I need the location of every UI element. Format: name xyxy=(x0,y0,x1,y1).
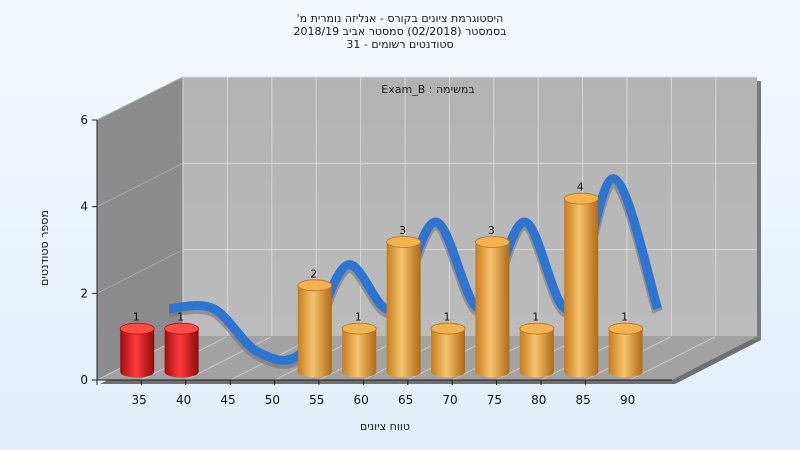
bar-value-label: 4 xyxy=(577,181,584,194)
x-tick-label: 55 xyxy=(309,393,324,407)
y-tick-label: 2 xyxy=(80,286,88,300)
bar: 2 xyxy=(297,267,333,378)
axes: 0 2 4 6 35 40 45 50 55 60 65 70 75 80 85 90 xyxy=(80,113,672,407)
floor-gridline xyxy=(629,336,716,381)
x-tick-label: 40 xyxy=(176,393,191,407)
x-tick-label: 60 xyxy=(354,393,369,407)
title-line-2: בסמסטר (02/2018) סמסטר אביב 2018/19 xyxy=(293,25,506,38)
bar-value-label: 2 xyxy=(310,267,317,280)
chart-title: היסטוגרמת ציונים בקורס - אנליזה נומרית מ… xyxy=(293,12,506,51)
bar-top xyxy=(341,322,377,335)
bar-body xyxy=(519,328,554,378)
left-gridline xyxy=(96,76,184,121)
bar-value-label: 1 xyxy=(444,311,451,324)
bar-body xyxy=(342,328,377,378)
x-tick-label: 45 xyxy=(220,393,235,407)
bar: 1 xyxy=(164,311,200,378)
bar-body xyxy=(475,242,510,378)
bar-top xyxy=(563,192,599,205)
bar-top xyxy=(164,322,200,335)
x-tick-label: 75 xyxy=(487,393,502,407)
bar-value-label: 1 xyxy=(621,311,628,324)
x-tick-label: 90 xyxy=(620,393,635,407)
bar-top xyxy=(297,279,333,292)
x-tick-label: 85 xyxy=(576,393,591,407)
bar-value-label: 1 xyxy=(355,311,362,324)
bar-top xyxy=(119,322,155,335)
x-tick-label: 35 xyxy=(132,393,147,407)
left-wall xyxy=(97,77,183,380)
bar: 3 xyxy=(474,224,510,378)
bar-value-label: 1 xyxy=(177,311,184,324)
left-gridline xyxy=(96,249,184,294)
bar-body xyxy=(564,198,599,378)
bar-top xyxy=(474,236,510,248)
back-wall xyxy=(183,77,757,336)
bar: 1 xyxy=(430,311,466,378)
x-tick-label: 65 xyxy=(398,393,413,407)
x-tick-label: 80 xyxy=(531,393,546,407)
bar-value-label: 1 xyxy=(532,311,539,324)
bar: 1 xyxy=(341,311,377,378)
bar-top xyxy=(608,322,643,335)
bar-value-label: 1 xyxy=(133,311,140,324)
bar: 3 xyxy=(386,224,422,378)
bar-top xyxy=(430,322,466,335)
bar-body xyxy=(297,285,332,378)
bar: 1 xyxy=(608,311,643,378)
x-axis-title: טווח ציונים xyxy=(360,420,410,433)
bar-body xyxy=(608,328,643,378)
y-tick-label: 4 xyxy=(80,200,88,214)
left-gridline xyxy=(96,162,184,208)
chart-subtitle: Exam_B : במשימה xyxy=(381,83,474,96)
y-axis-title: מספר סטודנטים xyxy=(38,210,51,286)
bar-body xyxy=(164,328,199,378)
floor-gridline xyxy=(185,336,272,381)
bar: 1 xyxy=(119,311,155,378)
bar-body xyxy=(120,328,155,378)
bar: 1 xyxy=(519,311,555,378)
y-tick-label: 6 xyxy=(80,113,88,127)
title-line-3: סטודנטים רשומים - 31 xyxy=(346,38,453,51)
bar-top xyxy=(386,236,422,248)
x-tick-label: 70 xyxy=(442,393,457,407)
bar-body xyxy=(431,328,465,378)
x-tick-label: 50 xyxy=(265,393,280,407)
y-tick-label: 0 xyxy=(80,373,88,387)
title-line-1: היסטוגרמת ציונים בקורס - אנליזה נומרית מ… xyxy=(297,12,504,25)
bar-top xyxy=(519,322,555,335)
bar-value-label: 3 xyxy=(488,224,495,237)
bar-body xyxy=(386,242,421,378)
bars: 1 1 2 1 3 1 3 1 4 1 xyxy=(119,181,643,378)
bar-value-label: 3 xyxy=(399,224,406,237)
bar: 4 xyxy=(563,181,599,378)
